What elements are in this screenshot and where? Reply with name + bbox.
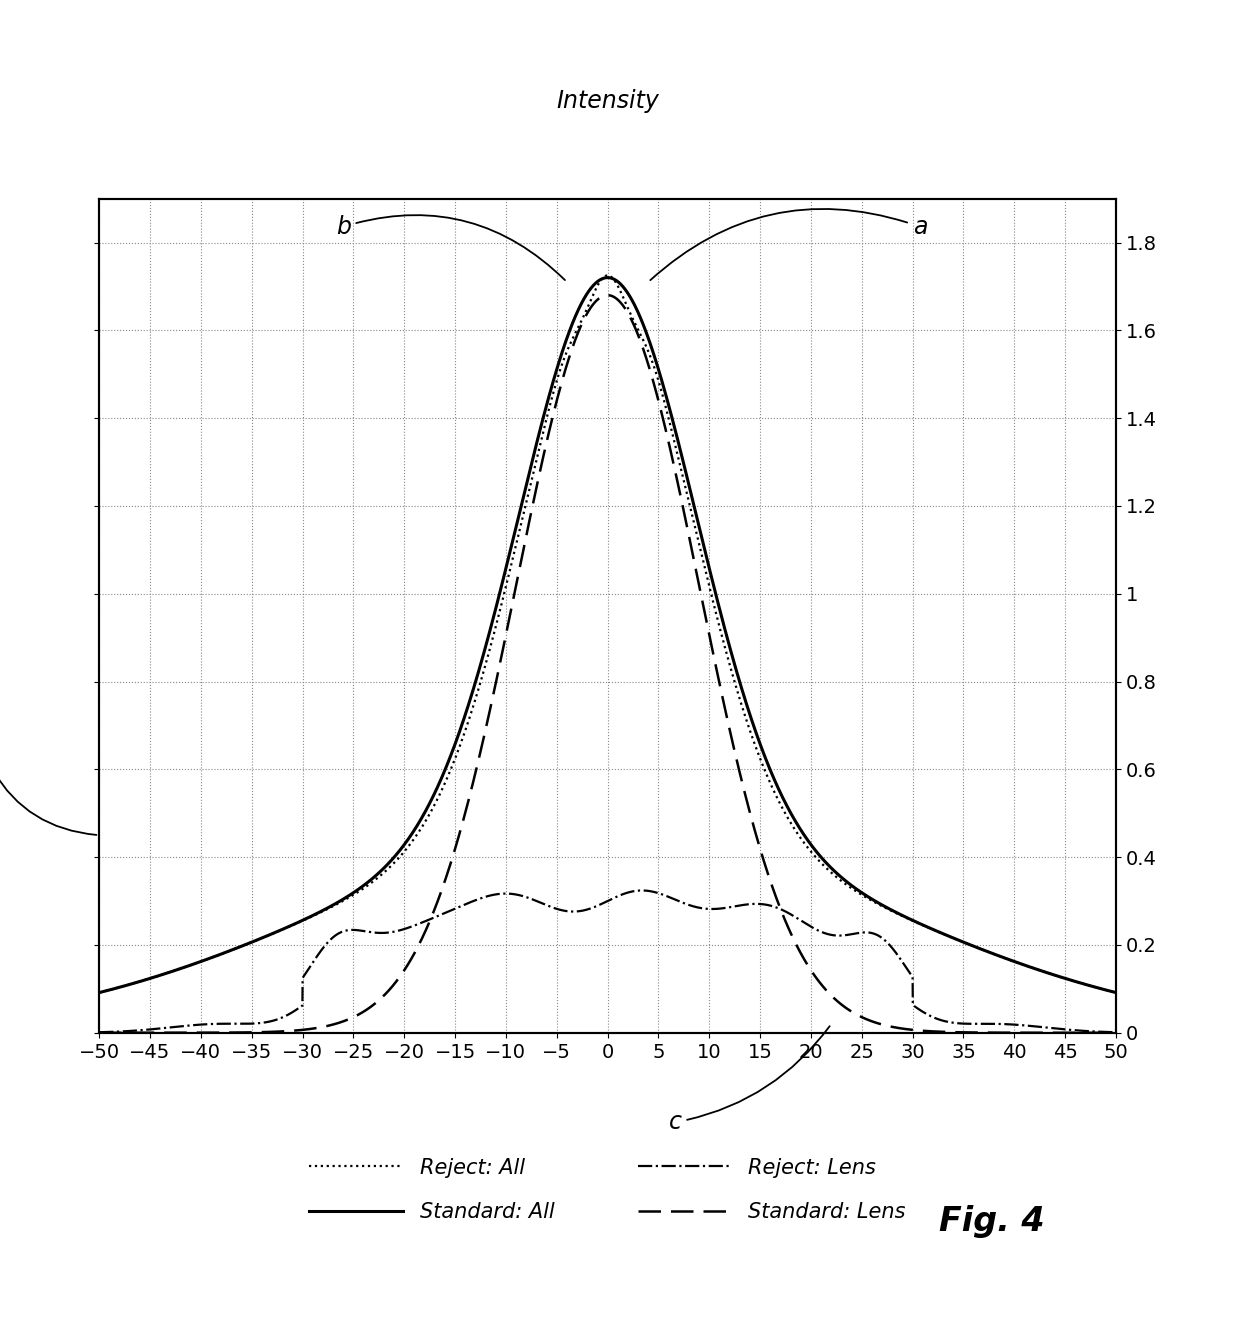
Text: b: b xyxy=(336,214,565,281)
Legend: Reject: All, Standard: All, Reject: Lens, Standard: Lens: Reject: All, Standard: All, Reject: Lens… xyxy=(301,1149,914,1231)
Text: d: d xyxy=(0,741,97,835)
Text: c: c xyxy=(668,1026,830,1135)
Text: Fig. 4: Fig. 4 xyxy=(939,1205,1045,1238)
Title: Intensity: Intensity xyxy=(557,89,658,114)
Text: a: a xyxy=(650,209,928,281)
